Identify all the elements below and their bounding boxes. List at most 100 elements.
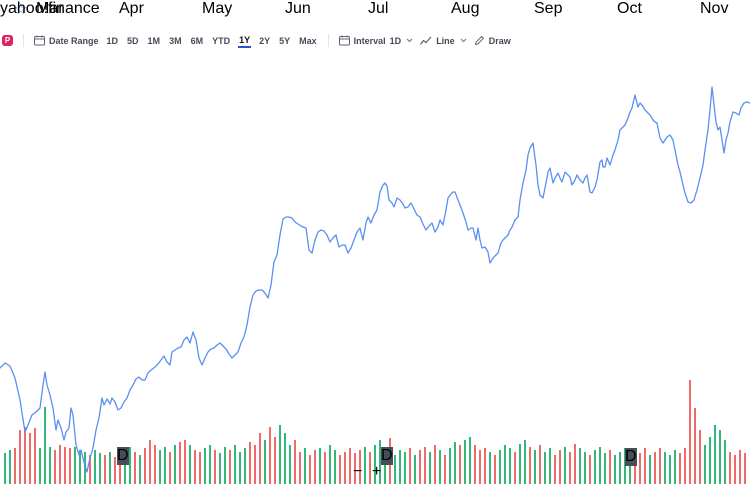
volume-bar <box>379 440 381 484</box>
chart-toolbar: P Date Range 1D 5D 1M 3M 6M YTD 1Y 2Y 5Y Max Inte… <box>0 30 750 51</box>
volume-bar <box>514 452 516 484</box>
volume-bar <box>179 442 181 484</box>
x-axis-label-sep: Sep <box>534 0 563 17</box>
volume-bar <box>359 450 361 484</box>
range-button-1d[interactable]: 1D <box>106 35 119 46</box>
calendar-icon <box>34 35 45 46</box>
volume-bar <box>59 445 61 484</box>
volume-bar <box>309 455 311 484</box>
volume-bar <box>664 452 666 484</box>
x-axis-label-nov: Nov <box>700 0 729 17</box>
range-button-6m[interactable]: 6M <box>190 35 204 46</box>
chart-type-label: Line <box>436 35 455 46</box>
volume-bar <box>529 447 531 484</box>
range-button-3m[interactable]: 3M <box>169 35 182 46</box>
volume-bar <box>454 442 456 484</box>
volume-bar <box>739 450 741 484</box>
volume-bar <box>604 453 606 484</box>
draw-button[interactable]: Draw <box>474 35 511 46</box>
volume-bar <box>269 427 271 484</box>
volume-bar <box>39 448 41 484</box>
x-axis-label-aug: Aug <box>451 0 480 17</box>
volume-bar <box>184 440 186 484</box>
chevron-down-icon <box>460 38 467 43</box>
volume-bar <box>229 450 231 484</box>
volume-bar <box>374 445 376 484</box>
volume-bar <box>159 450 161 484</box>
x-axis-label-apr: Apr <box>119 0 144 17</box>
volume-bar <box>449 448 451 484</box>
range-button-1m[interactable]: 1M <box>147 35 161 46</box>
volume-bar <box>244 448 246 484</box>
volume-bar <box>334 450 336 484</box>
volume-bar <box>209 445 211 484</box>
volume-bar <box>364 447 366 484</box>
volume-bar <box>464 440 466 484</box>
chart-type-dropdown[interactable]: Line <box>420 36 467 46</box>
chevron-down-icon <box>406 38 413 43</box>
volume-bar <box>629 460 631 484</box>
range-button-2y[interactable]: 2Y <box>259 35 271 46</box>
favorite-star-icon[interactable]: ☆ <box>14 1 28 18</box>
volume-bar <box>684 448 686 484</box>
volume-bar <box>699 430 701 484</box>
volume-bar <box>724 440 726 484</box>
x-axis-label-jul: Jul <box>368 0 389 17</box>
dividend-badge[interactable]: D <box>625 448 637 466</box>
volume-bar <box>354 453 356 484</box>
volume-bar <box>479 450 481 484</box>
volume-bar <box>554 455 556 484</box>
volume-bar <box>284 433 286 484</box>
volume-bar <box>144 448 146 484</box>
range-buttons: 1D 5D 1M 3M 6M YTD 1Y 2Y 5Y Max <box>106 33 318 48</box>
volume-bar <box>339 455 341 484</box>
range-button-1y[interactable]: 1Y <box>238 33 252 48</box>
volume-bar <box>4 453 6 484</box>
volume-bar <box>569 452 571 484</box>
volume-bar <box>649 455 651 484</box>
dividend-badge[interactable]: D <box>117 447 129 465</box>
volume-bar <box>69 448 71 484</box>
volume-bar <box>149 440 151 484</box>
volume-bar <box>84 452 86 484</box>
volume-bar <box>34 428 36 484</box>
volume-bar <box>544 452 546 484</box>
volume-bar <box>259 433 261 484</box>
volume-bar <box>409 448 411 484</box>
volume-bar <box>669 455 671 484</box>
range-button-ytd[interactable]: YTD <box>212 35 231 46</box>
line-chart-icon <box>420 36 432 45</box>
volume-bar <box>219 453 221 484</box>
volume-bar <box>399 450 401 484</box>
zoom-out-button[interactable]: − <box>353 463 363 480</box>
range-button-max[interactable]: Max <box>299 35 317 46</box>
volume-bar <box>709 437 711 484</box>
volume-bar <box>239 452 241 484</box>
volume-bar <box>559 450 561 484</box>
volume-bar <box>484 448 486 484</box>
dividend-badge[interactable]: D <box>381 447 393 465</box>
volume-bar <box>634 450 636 484</box>
range-button-5d[interactable]: 5D <box>127 35 139 46</box>
volume-bar <box>404 452 406 484</box>
volume-bar <box>29 433 31 484</box>
volume-bar <box>499 450 501 484</box>
volume-bar <box>199 452 201 484</box>
volume-bar <box>44 407 46 484</box>
volume-bar <box>114 457 116 484</box>
interval-dropdown[interactable]: Interval 1D <box>338 35 414 46</box>
volume-bar <box>109 452 111 484</box>
yahoo-finance-watermark: yahoo!finance <box>0 0 100 17</box>
volume-bar <box>419 450 421 484</box>
volume-bar <box>424 447 426 484</box>
volume-bar <box>9 450 11 484</box>
volume-bar <box>394 455 396 484</box>
volume-bar <box>414 455 416 484</box>
volume-bar <box>434 445 436 484</box>
volume-bar <box>494 455 496 484</box>
date-range-group: Date Range <box>34 35 99 46</box>
range-button-5y[interactable]: 5Y <box>279 35 291 46</box>
pencil-icon <box>474 35 484 46</box>
zoom-in-button[interactable]: + <box>372 463 382 480</box>
